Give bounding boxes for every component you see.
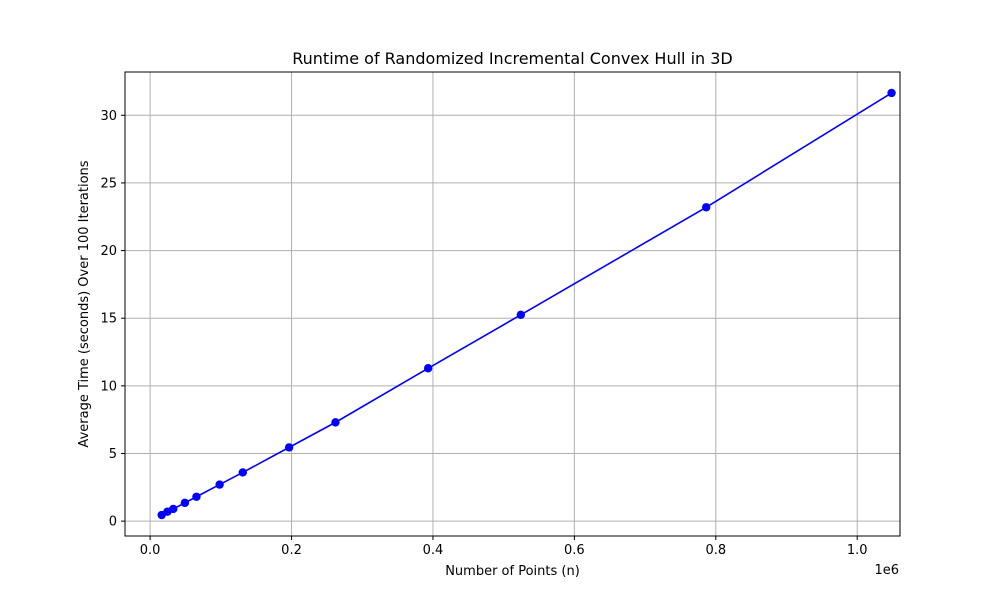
y-tick-label: 30 [100, 109, 117, 124]
data-point [284, 443, 294, 452]
x-tick-label: 0.8 [705, 543, 726, 558]
x-tick-label: 0.6 [564, 543, 585, 558]
chart-title: Runtime of Randomized Incremental Convex… [292, 49, 733, 68]
data-point [331, 418, 340, 427]
y-axis-label: Average Time (seconds) Over 100 Iteratio… [77, 160, 92, 447]
y-tick-label: 20 [100, 244, 117, 259]
data-point [215, 480, 224, 489]
x-axis-offset-label: 1e6 [874, 563, 899, 578]
axis-ticks: 0.0 0.2 0.4 0.6 0.8 1.0 0 5 10 15 20 25 30 [100, 109, 867, 558]
y-tick-label: 10 [100, 379, 117, 394]
data-point [169, 504, 178, 514]
x-tick-label: 1.0 [847, 543, 868, 558]
y-tick-label: 5 [109, 447, 117, 462]
x-tick-label: 0.4 [423, 543, 444, 558]
data-point [423, 364, 433, 373]
x-tick-label: 0.2 [281, 543, 302, 558]
grid-lines [125, 72, 900, 536]
data-point [238, 468, 247, 477]
data-point [192, 492, 201, 501]
y-tick-label: 0 [109, 515, 117, 530]
data-point [702, 203, 711, 212]
x-axis-label: Number of Points (n) [445, 564, 580, 579]
data-point [887, 88, 896, 98]
data-point [180, 498, 190, 508]
y-tick-label: 25 [100, 176, 117, 191]
series-layer [157, 88, 896, 520]
x-tick-label: 0.0 [140, 543, 161, 558]
data-point [516, 310, 526, 320]
y-tick-label: 15 [100, 312, 117, 327]
plot-frame [124, 71, 901, 537]
